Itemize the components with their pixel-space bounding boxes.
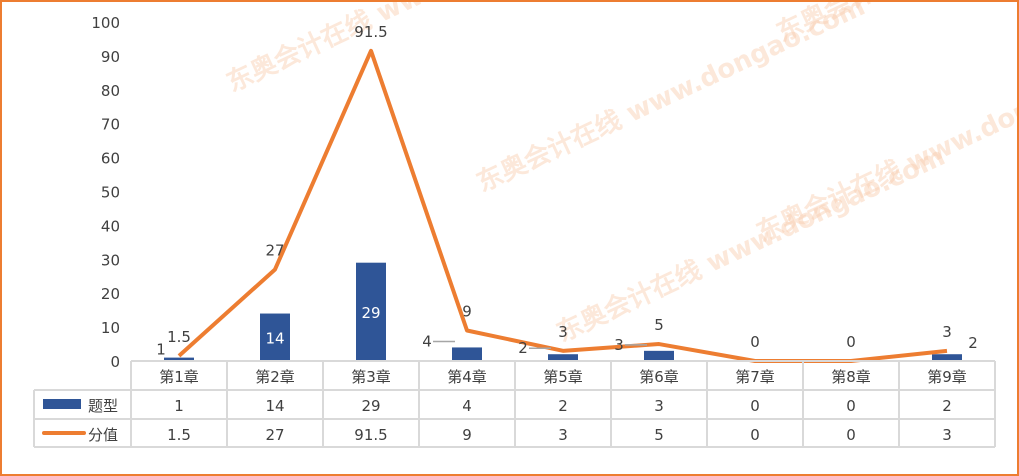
line-data-label: 3 <box>942 323 952 341</box>
bar-data-label: 1 <box>156 341 166 359</box>
y-tick-label: 70 <box>101 116 120 134</box>
table-cell: 9 <box>462 426 472 444</box>
table-cell: 1.5 <box>167 426 191 444</box>
line-data-label: 5 <box>654 316 664 334</box>
legend-label: 题型 <box>88 397 118 415</box>
line-data-label: 9 <box>462 302 472 320</box>
y-tick-label: 40 <box>101 217 120 235</box>
line-data-label: 1.5 <box>167 328 191 346</box>
y-tick-label: 90 <box>101 48 120 66</box>
bar-data-label: 2 <box>518 339 528 357</box>
table-cell: 27 <box>265 426 284 444</box>
bar <box>164 357 194 361</box>
bar-data-label: 2 <box>968 334 978 352</box>
category-label: 第1章 <box>159 368 199 386</box>
table-cell: 3 <box>558 426 568 444</box>
table-cell: 4 <box>462 397 472 415</box>
table-cell: 3 <box>942 426 952 444</box>
category-label: 第2章 <box>255 368 295 386</box>
line-data-label: 27 <box>265 241 284 259</box>
table-cell: 1 <box>174 397 184 415</box>
table-cell: 3 <box>654 397 664 415</box>
table-cell: 5 <box>654 426 664 444</box>
bar-data-label: 3 <box>614 336 624 354</box>
bar <box>932 354 962 361</box>
legend-key-bar <box>43 399 81 409</box>
line-data-label: 0 <box>750 333 760 351</box>
y-tick-label: 20 <box>101 285 120 303</box>
category-label: 第3章 <box>351 368 391 386</box>
bar <box>548 354 578 361</box>
table-cell: 0 <box>750 397 760 415</box>
y-tick-label: 100 <box>91 14 120 32</box>
category-label: 第4章 <box>447 368 487 386</box>
y-tick-label: 10 <box>101 319 120 337</box>
category-label: 第5章 <box>543 368 583 386</box>
bar <box>644 350 674 361</box>
line-data-label: 3 <box>558 323 568 341</box>
table-cell: 2 <box>558 397 568 415</box>
table-cell: 29 <box>361 397 380 415</box>
y-tick-label: 50 <box>101 184 120 202</box>
table-cell: 0 <box>750 426 760 444</box>
bar-data-label: 29 <box>361 304 380 322</box>
table-cell: 0 <box>846 397 856 415</box>
bar <box>356 262 386 361</box>
y-tick-label: 0 <box>110 353 120 371</box>
table-cell: 0 <box>846 426 856 444</box>
category-label: 第6章 <box>639 368 679 386</box>
category-label: 第7章 <box>735 368 775 386</box>
watermark-text: 东奥会计在线 www.dongao.com <box>552 141 950 349</box>
line-data-label: 0 <box>846 333 856 351</box>
table-cell: 2 <box>942 397 952 415</box>
line-data-label: 91.5 <box>354 23 387 41</box>
y-tick-label: 80 <box>101 82 120 100</box>
bar-data-label: 14 <box>265 329 284 347</box>
bar <box>260 313 290 361</box>
category-label: 第8章 <box>831 368 871 386</box>
y-tick-label: 60 <box>101 150 120 168</box>
table-cell: 91.5 <box>354 426 387 444</box>
table-cell: 14 <box>265 397 284 415</box>
y-tick-label: 30 <box>101 251 120 269</box>
watermark-text: 东奥会计在线 www.dongao.com <box>222 2 620 98</box>
bar-data-label: 4 <box>422 332 432 350</box>
bar <box>452 347 482 361</box>
category-label: 第9章 <box>927 368 967 386</box>
legend-label: 分值 <box>88 426 118 444</box>
